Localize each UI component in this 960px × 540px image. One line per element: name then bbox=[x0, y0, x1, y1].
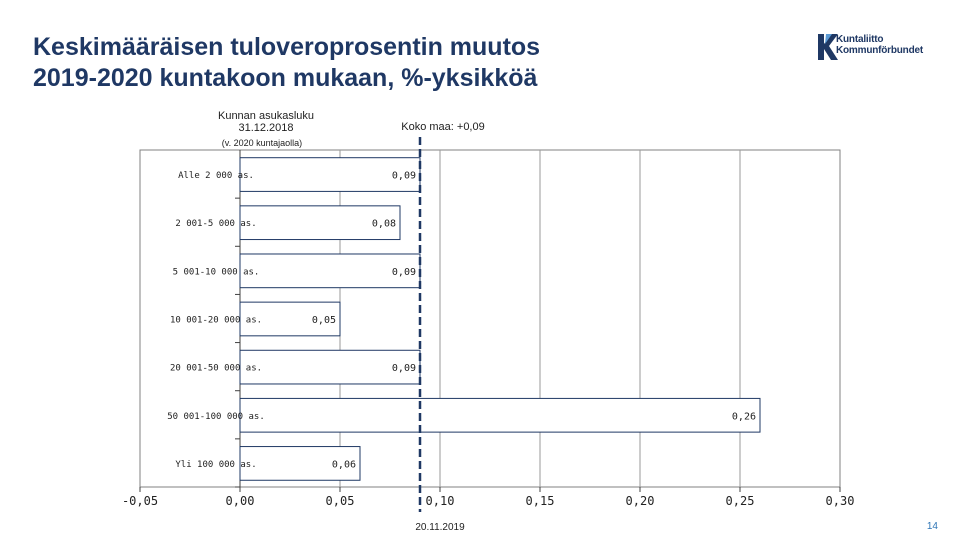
bar bbox=[239, 253, 421, 289]
category-heading-line-2: 31.12.2018 bbox=[238, 122, 294, 134]
x-tick-label: 0,05 bbox=[326, 494, 355, 508]
bar bbox=[239, 397, 761, 433]
category-label: 2 001-5 000 as. bbox=[175, 219, 256, 229]
bar bbox=[239, 349, 421, 385]
x-tick-label: 0,30 bbox=[826, 494, 855, 508]
bar-value-label: 0,09 bbox=[392, 267, 416, 278]
bar-value-label: 0,05 bbox=[312, 315, 336, 326]
bar bbox=[239, 301, 341, 337]
title-line-2: 2019-2020 kuntakoon mukaan, %-yksikköä bbox=[33, 64, 538, 92]
category-label: 20 001-50 000 as. bbox=[170, 364, 262, 374]
bar-value-label: 0,26 bbox=[732, 411, 756, 422]
x-tick-label: -0,05 bbox=[122, 494, 158, 508]
x-tick-label: 0,10 bbox=[426, 494, 455, 508]
x-tick-label: 0,15 bbox=[526, 494, 555, 508]
page-number: 14 bbox=[926, 521, 938, 532]
bar-value-label: 0,06 bbox=[332, 459, 356, 470]
x-tick-label: 0,20 bbox=[626, 494, 655, 508]
x-axis-ticks: -0,05 0,00 0,05 0,10 0,15 0,20 0,25 0,30 bbox=[122, 487, 855, 508]
category-label: Yli 100 000 as. bbox=[175, 460, 256, 470]
category-labels: Alle 2 000 as. 2 001-5 000 as. 5 001-10 00… bbox=[167, 171, 265, 470]
page-title: Keskimääräisen tuloveroprosentin muutos … bbox=[33, 32, 753, 94]
x-tick-label: 0,00 bbox=[226, 494, 255, 508]
whole-country-label: Koko maa: +0,09 bbox=[401, 121, 485, 133]
category-heading-subnote: (v. 2020 kuntajaolla) bbox=[221, 138, 303, 148]
logo-text-line-1: Kuntaliitto bbox=[836, 34, 884, 45]
category-label: Alle 2 000 as. bbox=[178, 171, 254, 181]
bar bbox=[239, 205, 401, 241]
category-heading-line-1: Kunnan asukasluku bbox=[217, 110, 314, 122]
bar bbox=[239, 446, 361, 481]
x-tick-label: 0,25 bbox=[726, 494, 755, 508]
bar-value-label: 0,09 bbox=[392, 171, 416, 182]
bars: 0,09 0,08 0,09 0,05 0,09 0,26 0,06 bbox=[235, 157, 761, 488]
category-label: 50 001-100 000 as. bbox=[167, 412, 265, 422]
title-line-1: Keskimääräisen tuloveroprosentin muutos bbox=[33, 33, 541, 61]
category-label: 5 001-10 000 as. bbox=[173, 267, 260, 277]
footer-date: 20.11.2019 bbox=[415, 522, 465, 533]
logo-text-line-2: Kommunförbundet bbox=[836, 45, 923, 56]
kuntaliitto-logo-icon bbox=[818, 34, 838, 60]
bar-value-label: 0,08 bbox=[372, 219, 396, 230]
category-label: 10 001-20 000 as. bbox=[170, 316, 262, 326]
category-heading: Kunnan asukasluku 31.12.2018 bbox=[196, 110, 336, 134]
bar-value-label: 0,09 bbox=[392, 363, 416, 374]
